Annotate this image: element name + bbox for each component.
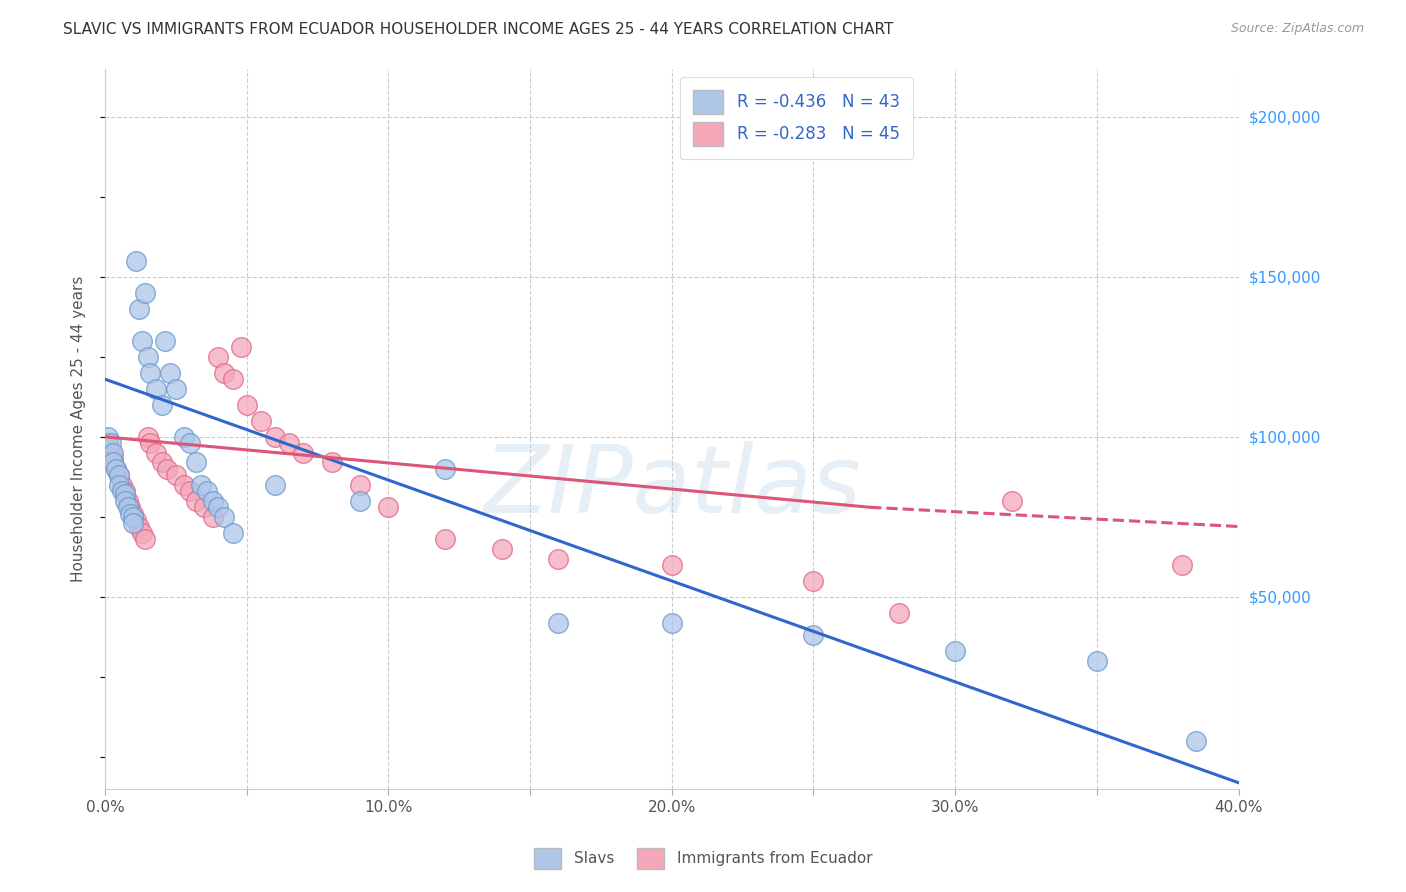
Point	[134, 533, 156, 547]
Point	[136, 350, 159, 364]
Point	[264, 478, 287, 492]
Point	[120, 507, 142, 521]
Point	[111, 484, 134, 499]
Point	[139, 366, 162, 380]
Point	[803, 628, 825, 642]
Point	[114, 487, 136, 501]
Point	[212, 509, 235, 524]
Point	[184, 494, 207, 508]
Point	[321, 455, 343, 469]
Point	[122, 509, 145, 524]
Point	[117, 500, 139, 515]
Point	[179, 436, 201, 450]
Point	[105, 462, 128, 476]
Point	[150, 455, 173, 469]
Point	[159, 366, 181, 380]
Point	[100, 436, 122, 450]
Point	[1085, 654, 1108, 668]
Point	[165, 382, 187, 396]
Point	[803, 574, 825, 588]
Point	[264, 430, 287, 444]
Point	[195, 484, 218, 499]
Point	[173, 478, 195, 492]
Point	[547, 551, 569, 566]
Point	[1171, 558, 1194, 572]
Point	[125, 253, 148, 268]
Point	[103, 455, 125, 469]
Point	[943, 644, 966, 658]
Point	[122, 507, 145, 521]
Point	[292, 446, 315, 460]
Text: ZIPatlas: ZIPatlas	[482, 441, 860, 532]
Point	[150, 398, 173, 412]
Point	[114, 484, 136, 499]
Point	[125, 513, 148, 527]
Point	[887, 606, 910, 620]
Point	[145, 446, 167, 460]
Point	[173, 430, 195, 444]
Point	[134, 285, 156, 300]
Point	[108, 478, 131, 492]
Point	[434, 533, 457, 547]
Point	[100, 446, 122, 460]
Text: SLAVIC VS IMMIGRANTS FROM ECUADOR HOUSEHOLDER INCOME AGES 25 - 44 YEARS CORRELAT: SLAVIC VS IMMIGRANTS FROM ECUADOR HOUSEH…	[63, 22, 894, 37]
Point	[547, 615, 569, 630]
Point	[212, 366, 235, 380]
Point	[139, 436, 162, 450]
Point	[97, 436, 120, 450]
Point	[111, 478, 134, 492]
Point	[201, 509, 224, 524]
Point	[221, 525, 243, 540]
Point	[131, 525, 153, 540]
Point	[108, 468, 131, 483]
Point	[145, 382, 167, 396]
Point	[661, 615, 683, 630]
Point	[221, 372, 243, 386]
Point	[201, 494, 224, 508]
Point	[377, 500, 399, 515]
Point	[491, 541, 513, 556]
Point	[434, 462, 457, 476]
Y-axis label: Householder Income Ages 25 - 44 years: Householder Income Ages 25 - 44 years	[72, 276, 86, 582]
Point	[1185, 734, 1208, 748]
Point	[179, 484, 201, 499]
Point	[108, 468, 131, 483]
Point	[190, 478, 212, 492]
Legend: Slavs, Immigrants from Ecuador: Slavs, Immigrants from Ecuador	[527, 841, 879, 875]
Point	[97, 430, 120, 444]
Point	[114, 494, 136, 508]
Point	[250, 414, 273, 428]
Point	[136, 430, 159, 444]
Point	[153, 334, 176, 348]
Point	[349, 478, 371, 492]
Point	[1001, 494, 1024, 508]
Point	[131, 334, 153, 348]
Point	[103, 446, 125, 460]
Point	[235, 398, 257, 412]
Point	[117, 494, 139, 508]
Point	[207, 500, 229, 515]
Point	[165, 468, 187, 483]
Point	[105, 462, 128, 476]
Point	[349, 494, 371, 508]
Point	[184, 455, 207, 469]
Point	[193, 500, 215, 515]
Point	[128, 519, 150, 533]
Point	[122, 516, 145, 531]
Point	[156, 462, 179, 476]
Point	[229, 340, 252, 354]
Point	[661, 558, 683, 572]
Legend: R = -0.436   N = 43, R = -0.283   N = 45: R = -0.436 N = 43, R = -0.283 N = 45	[681, 77, 912, 159]
Point	[207, 350, 229, 364]
Point	[103, 452, 125, 467]
Text: Source: ZipAtlas.com: Source: ZipAtlas.com	[1230, 22, 1364, 36]
Point	[128, 301, 150, 316]
Point	[278, 436, 301, 450]
Point	[120, 500, 142, 515]
